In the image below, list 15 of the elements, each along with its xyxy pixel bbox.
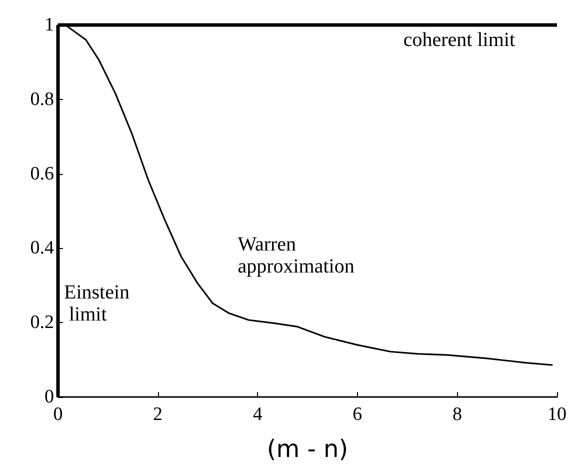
y-tick-label: 0.4 <box>30 238 54 259</box>
y-tick-label: 0 <box>44 386 54 408</box>
x-axis-title: (m - n) <box>266 435 348 463</box>
y-tick-label: 0.8 <box>30 88 54 110</box>
x-tick-label: 6 <box>352 404 362 425</box>
ref-line-label: Einstein limit <box>64 282 130 326</box>
x-tick-label: 2 <box>153 404 163 425</box>
x-tick-label: 4 <box>252 404 263 425</box>
y-tick-label: 1 <box>44 14 54 36</box>
y-tick-label: 0.6 <box>30 163 54 184</box>
x-tick-label: 8 <box>452 404 462 425</box>
ref-line-label: coherent limit <box>403 29 516 51</box>
y-tick-label: 0.2 <box>30 312 54 334</box>
series-label: Warren approximation <box>238 233 354 278</box>
x-tick-label: 10 <box>548 404 566 425</box>
